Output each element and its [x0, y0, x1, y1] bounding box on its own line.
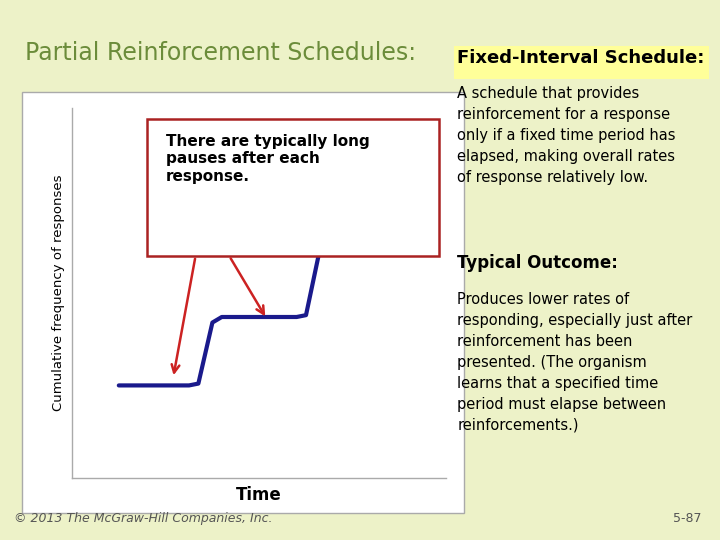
Text: Partial Reinforcement Schedules:: Partial Reinforcement Schedules: [25, 40, 416, 64]
Text: There are typically long
pauses after each
response.: There are typically long pauses after ea… [166, 134, 369, 184]
Text: © 2013 The McGraw-Hill Companies, Inc.: © 2013 The McGraw-Hill Companies, Inc. [14, 512, 273, 525]
Text: A schedule that provides
reinforcement for a response
only if a fixed time perio: A schedule that provides reinforcement f… [457, 86, 675, 185]
Bar [454, 46, 709, 79]
Bar [147, 119, 439, 256]
Text: Produces lower rates of
responding, especially just after
reinforcement has been: Produces lower rates of responding, espe… [457, 292, 693, 433]
Text: Fixed-Interval Schedule:: Fixed-Interval Schedule: [457, 49, 705, 66]
Text: Typical Outcome:: Typical Outcome: [457, 254, 618, 272]
X-axis label: Time: Time [236, 486, 282, 504]
Text: 5-87: 5-87 [673, 512, 702, 525]
Y-axis label: Cumulative frequency of responses: Cumulative frequency of responses [52, 175, 65, 411]
